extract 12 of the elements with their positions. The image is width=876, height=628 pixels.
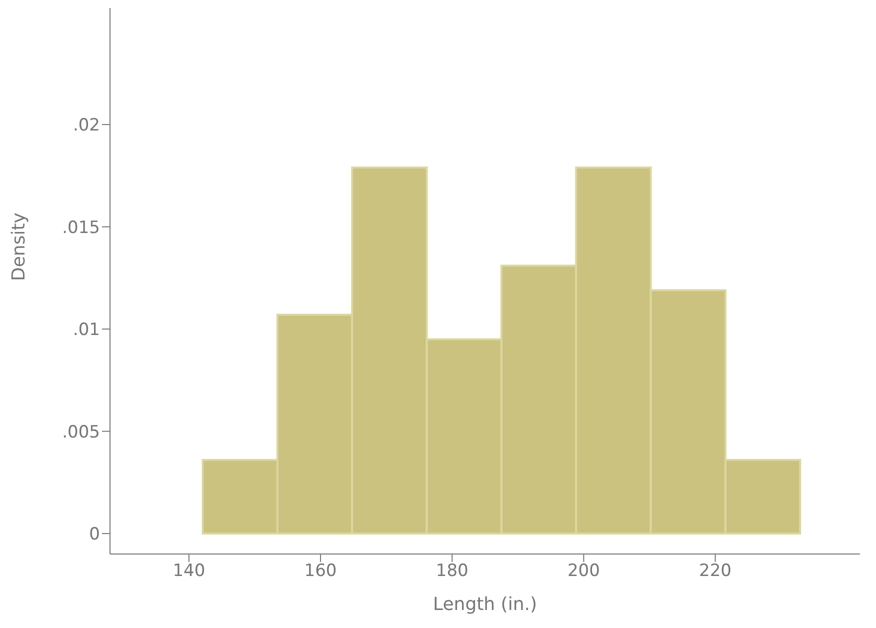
x-tick-label: 200 — [567, 561, 600, 582]
y-tick-label: 0 — [89, 524, 100, 545]
y-tick-label: .02 — [72, 116, 100, 136]
y-tick-label: .015 — [62, 218, 100, 238]
x-axis-title: Length (in.) — [433, 594, 537, 615]
x-tick-label: 140 — [172, 561, 206, 582]
y-axis-title: Density — [8, 212, 30, 281]
x-tick-label: 220 — [699, 561, 732, 582]
y-tick-label: .005 — [62, 422, 100, 442]
y-tick-label: .01 — [72, 320, 100, 340]
x-tick-label: 160 — [304, 561, 337, 582]
x-tick-label: 180 — [436, 561, 468, 582]
